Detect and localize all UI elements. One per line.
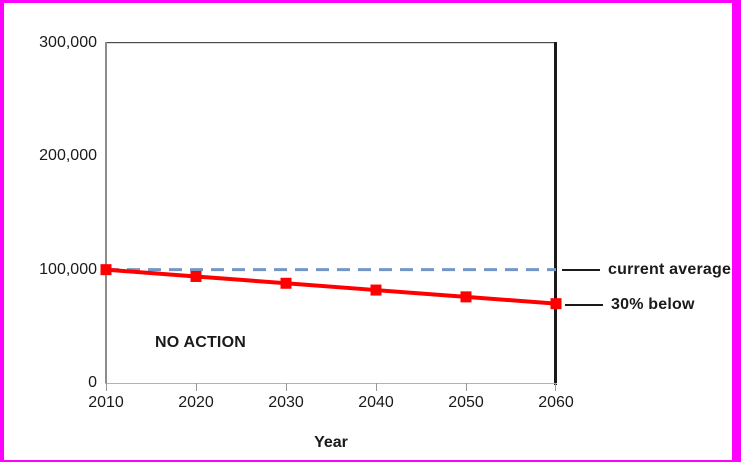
data-point-marker (190, 270, 202, 282)
data-point-marker (370, 284, 382, 296)
leader-line-30-below (565, 304, 603, 306)
x-axis-line (105, 383, 557, 384)
x-tick-label: 2030 (268, 394, 304, 411)
x-tick-mark (286, 383, 287, 391)
y-tick-label: 100,000 (39, 261, 97, 278)
x-tick-mark (555, 383, 556, 391)
plot-series-canvas (100, 264, 562, 310)
data-point-marker (550, 298, 562, 310)
frame-border-bottom (0, 460, 741, 462)
x-tick-label: 2020 (178, 394, 214, 411)
label-30-below: 30% below (611, 296, 695, 313)
x-tick-mark (466, 383, 467, 391)
x-axis-title: Year (314, 434, 348, 451)
annotation-no-action: NO ACTION (155, 334, 246, 351)
data-point-marker (460, 291, 472, 303)
x-tick-label: 2050 (448, 394, 484, 411)
label-current-average: current average (608, 261, 732, 278)
x-tick-mark (106, 383, 107, 391)
plot-border-top (105, 42, 557, 44)
data-point-marker (280, 277, 292, 289)
x-tick-mark (376, 383, 377, 391)
y-tick-label: 0 (88, 374, 97, 391)
y-tick-label: 200,000 (39, 147, 97, 164)
frame-border-top (0, 0, 741, 3)
right-axis-line (554, 42, 557, 385)
frame-border-right (732, 0, 741, 462)
series-line-30-below (105, 267, 557, 306)
leader-line-current-average (562, 269, 600, 271)
x-tick-label: 2060 (538, 394, 574, 411)
frame-border-left (0, 0, 4, 462)
y-axis-line (105, 42, 107, 384)
x-tick-label: 2040 (358, 394, 394, 411)
data-point-marker (100, 264, 112, 276)
x-tick-label: 2010 (88, 394, 124, 411)
y-tick-label: 300,000 (39, 34, 97, 51)
x-tick-mark (196, 383, 197, 391)
